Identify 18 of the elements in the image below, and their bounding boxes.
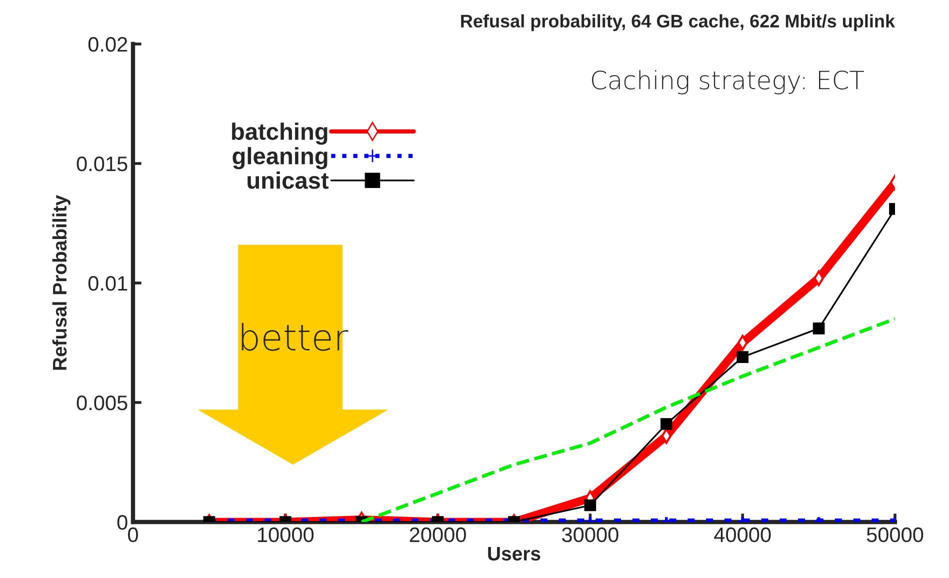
y-tick-label: 0 bbox=[117, 515, 128, 530]
x-tick-label: 20000 bbox=[410, 527, 466, 542]
legend-label: batching bbox=[232, 122, 328, 145]
annotation: Caching strategy: ECT bbox=[592, 70, 864, 94]
x-tick-label: 40000 bbox=[714, 527, 771, 542]
y-tick-label: 0.015 bbox=[76, 156, 128, 172]
y-tick-label: 0.02 bbox=[88, 37, 128, 52]
y-axis-title: Refusal Probability bbox=[52, 195, 70, 370]
legend-label: unicast bbox=[248, 172, 329, 189]
x-tick-label: 50000 bbox=[866, 527, 924, 542]
x-tick-label: 0 bbox=[128, 527, 138, 542]
x-tick-label: 30000 bbox=[562, 527, 618, 542]
y-tick-label: 0.005 bbox=[76, 396, 128, 410]
x-tick-label: 10000 bbox=[258, 527, 314, 542]
x-axis-title: Users bbox=[488, 546, 540, 561]
chart-title: Refusal probability, 64 GB cache, 622 Mbit/s uplink bbox=[461, 14, 896, 32]
y-tick-label: 0.01 bbox=[88, 276, 128, 291]
legend-label: gleaning bbox=[232, 147, 328, 170]
